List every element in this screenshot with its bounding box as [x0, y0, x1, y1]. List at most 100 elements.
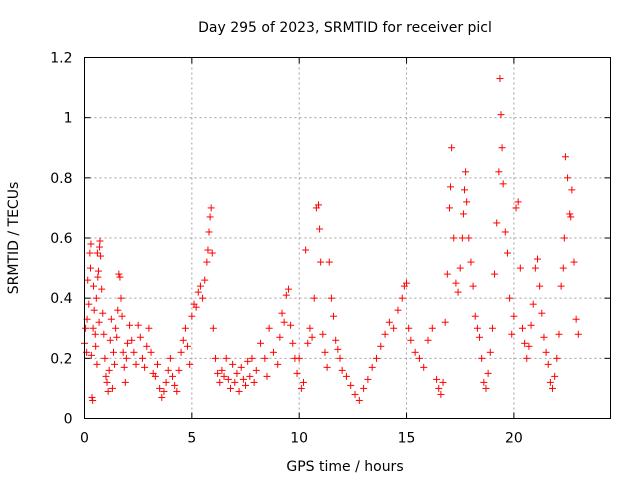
data-point — [169, 372, 177, 380]
data-point — [93, 360, 101, 368]
data-point — [493, 219, 501, 227]
data-point — [250, 378, 258, 386]
data-point — [461, 186, 469, 194]
data-point — [141, 363, 149, 371]
data-point — [158, 393, 166, 401]
data-point — [394, 306, 402, 314]
data-point — [123, 339, 131, 347]
data-point — [501, 228, 509, 236]
data-point — [403, 279, 411, 287]
data-point — [118, 312, 126, 320]
data-point — [398, 294, 406, 302]
data-point — [147, 348, 155, 356]
data-point — [469, 282, 477, 290]
data-point — [447, 183, 455, 191]
data-point — [102, 372, 110, 380]
data-point — [330, 312, 338, 320]
data-point — [443, 270, 451, 278]
data-point — [448, 144, 456, 152]
data-point — [84, 276, 92, 284]
data-point — [95, 318, 103, 326]
data-point — [164, 366, 172, 374]
data-point — [463, 198, 471, 206]
data-point — [478, 354, 486, 362]
data-point — [94, 273, 102, 281]
data-point — [570, 258, 578, 266]
data-point — [525, 342, 533, 350]
data-point — [486, 348, 494, 356]
data-point — [310, 294, 318, 302]
data-point — [287, 321, 295, 329]
data-point — [297, 384, 305, 392]
data-point — [327, 294, 335, 302]
data-point — [568, 186, 576, 194]
data-point — [462, 168, 470, 176]
data-point — [143, 342, 151, 350]
data-point — [201, 276, 209, 284]
data-point — [496, 75, 504, 83]
data-point — [138, 354, 146, 362]
data-point — [557, 282, 565, 290]
data-point — [239, 375, 247, 383]
data-point — [204, 246, 212, 254]
data-point — [323, 363, 331, 371]
data-point — [87, 351, 95, 359]
y-tick-label: 0.6 — [50, 231, 72, 247]
data-point — [319, 330, 327, 338]
data-point — [574, 330, 582, 338]
data-point — [338, 366, 346, 374]
data-point — [512, 204, 520, 212]
data-point — [564, 174, 572, 182]
data-point — [205, 228, 213, 236]
x-axis-label: GPS time / hours — [286, 459, 403, 475]
data-point — [244, 357, 252, 365]
data-point — [372, 354, 380, 362]
data-point — [336, 354, 344, 362]
data-point — [456, 264, 464, 272]
data-point — [96, 243, 104, 251]
data-point — [482, 384, 490, 392]
data-point — [134, 321, 142, 329]
data-point — [99, 309, 107, 317]
data-point — [381, 330, 389, 338]
data-point — [536, 282, 544, 290]
data-point — [347, 381, 355, 389]
data-point — [506, 294, 514, 302]
data-point — [252, 366, 260, 374]
data-point — [112, 324, 120, 332]
data-point — [534, 255, 542, 263]
data-point — [117, 294, 125, 302]
data-point — [304, 339, 312, 347]
y-tick-label: 0 — [64, 412, 73, 428]
data-point — [173, 387, 181, 395]
data-point — [222, 354, 230, 362]
data-point — [295, 354, 303, 362]
data-point — [121, 378, 129, 386]
data-point — [136, 333, 144, 341]
data-point — [248, 354, 256, 362]
data-point — [293, 369, 301, 377]
data-point — [407, 336, 415, 344]
data-point — [484, 369, 492, 377]
data-point — [116, 273, 124, 281]
data-point — [194, 288, 202, 296]
data-point — [445, 204, 453, 212]
data-point — [132, 360, 140, 368]
data-point — [360, 384, 368, 392]
data-point — [385, 318, 393, 326]
data-point — [122, 354, 130, 362]
data-point — [420, 363, 428, 371]
data-point — [207, 204, 215, 212]
data-point — [104, 387, 112, 395]
data-point — [246, 372, 254, 380]
y-axis-label: SRMTID / TECUs — [6, 182, 22, 295]
data-point — [177, 348, 185, 356]
data-point — [188, 312, 196, 320]
data-point — [540, 333, 548, 341]
data-point — [97, 252, 105, 260]
data-point — [334, 345, 342, 353]
data-point — [325, 258, 333, 266]
data-point — [214, 369, 222, 377]
data-point — [411, 348, 419, 356]
data-point — [497, 111, 505, 119]
